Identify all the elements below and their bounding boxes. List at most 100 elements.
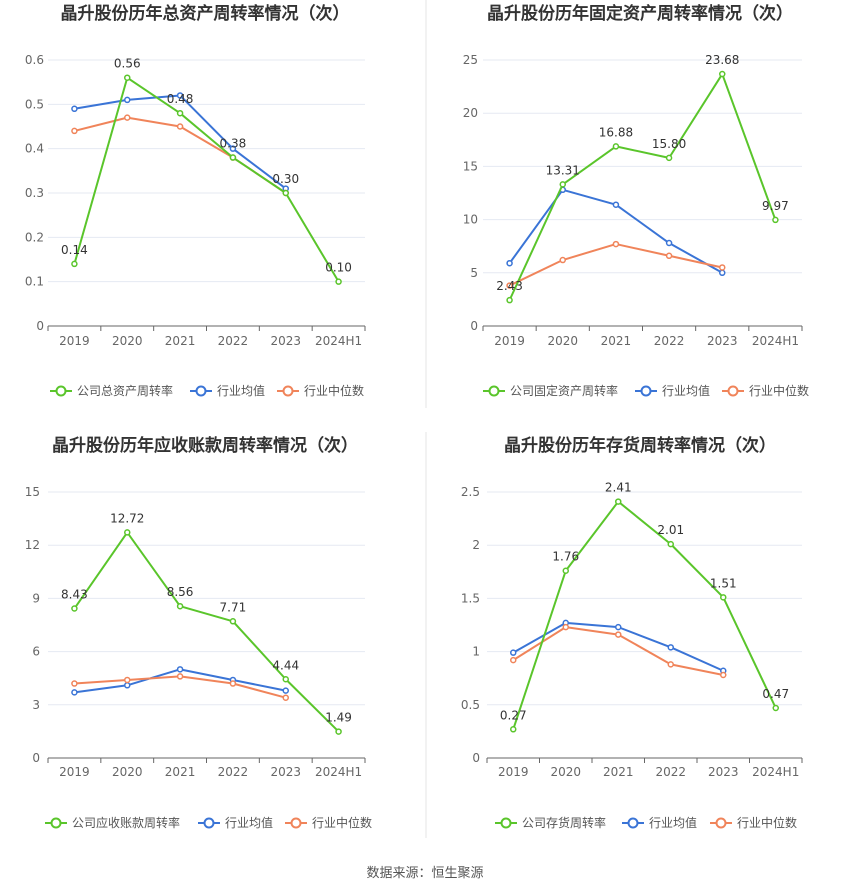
data-label: 0.47 (762, 687, 789, 701)
data-point (616, 632, 621, 637)
y-tick-label: 0 (36, 319, 44, 333)
x-tick-label: 2021 (601, 334, 632, 348)
x-tick-label: 2023 (708, 765, 739, 779)
legend-item-industry-median[interactable]: 行业中位数 (722, 383, 809, 398)
data-point (336, 279, 341, 284)
y-tick-label: 0.1 (25, 275, 44, 289)
data-label: 23.68 (705, 53, 739, 67)
data-point (283, 695, 288, 700)
legend-label: 公司固定资产周转率 (510, 383, 618, 398)
legend-item-industry-median[interactable]: 行业中位数 (710, 815, 797, 830)
x-tick-label: 2019 (59, 765, 90, 779)
data-label: 2.43 (496, 279, 523, 293)
legend-item-industry-average[interactable]: 行业均值 (198, 815, 273, 830)
data-point (511, 727, 516, 732)
legend-label: 行业中位数 (749, 383, 809, 398)
data-point (125, 677, 130, 682)
x-tick-label: 2022 (655, 765, 686, 779)
legend-marker-icon (197, 387, 206, 396)
series-line-company (74, 532, 338, 731)
data-label: 1.49 (325, 711, 352, 725)
legend-item-company[interactable]: 公司总资产周转率 (50, 383, 173, 398)
chart-title: 晶升股份历年固定资产周转率情况（次） (487, 3, 793, 24)
legend-marker-icon (642, 387, 651, 396)
legend-marker-icon (502, 819, 511, 828)
x-tick-label: 2022 (654, 334, 685, 348)
y-tick-label: 0 (470, 319, 478, 333)
data-label: 0.30 (272, 172, 299, 186)
data-point (230, 681, 235, 686)
data-point (773, 217, 778, 222)
y-tick-label: 25 (463, 53, 478, 67)
data-label: 15.80 (652, 137, 686, 151)
x-tick-label: 2023 (270, 765, 301, 779)
data-point (125, 97, 130, 102)
data-point (230, 155, 235, 160)
legend-item-company[interactable]: 公司应收账款周转率 (45, 815, 180, 830)
data-point (667, 241, 672, 246)
chart-panel-4: 晶升股份历年存货周转率情况（次）00.511.522.52019 2020 2021… (461, 435, 802, 830)
data-label: 16.88 (599, 125, 633, 139)
legend-marker-icon (490, 387, 499, 396)
data-label: 8.56 (167, 585, 194, 599)
data-point (178, 667, 183, 672)
legend-label: 行业均值 (649, 815, 697, 830)
legend-item-industry-average[interactable]: 行业均值 (622, 815, 697, 830)
series-line-company (513, 502, 776, 730)
x-tick-label: 2021 (603, 765, 634, 779)
y-tick-label: 1 (472, 645, 480, 659)
y-tick-label: 0.5 (461, 698, 480, 712)
data-label: 0.56 (114, 57, 141, 71)
y-tick-label: 10 (463, 213, 478, 227)
data-point (72, 690, 77, 695)
legend-label: 行业均值 (225, 815, 273, 830)
data-point (668, 542, 673, 547)
data-point (560, 258, 565, 263)
x-tick-label: 2023 (707, 334, 738, 348)
x-tick-label: 2019 (59, 334, 90, 348)
legend-marker-icon (717, 819, 726, 828)
y-tick-label: 0.3 (25, 186, 44, 200)
x-tick-label: 2020 (112, 765, 143, 779)
data-point (720, 270, 725, 275)
y-tick-label: 15 (25, 485, 40, 499)
x-tick-label: 2023 (270, 334, 301, 348)
legend-label: 公司总资产周转率 (77, 383, 173, 398)
data-point (283, 191, 288, 196)
data-point (178, 674, 183, 679)
x-tick-label: 2024H1 (752, 765, 799, 779)
data-label: 4.44 (272, 658, 299, 672)
y-tick-label: 3 (32, 698, 40, 712)
legend-item-industry-median[interactable]: 行业中位数 (277, 383, 364, 398)
x-tick-label: 2020 (112, 334, 143, 348)
y-tick-label: 0 (472, 751, 480, 765)
data-label: 0.38 (220, 137, 247, 151)
legend-item-industry-median[interactable]: 行业中位数 (285, 815, 372, 830)
y-tick-label: 0.5 (25, 97, 44, 111)
data-point (721, 595, 726, 600)
data-point (613, 202, 618, 207)
y-tick-label: 2 (472, 538, 480, 552)
data-label: 2.01 (657, 523, 684, 537)
x-tick-label: 2020 (550, 765, 581, 779)
data-label: 0.48 (167, 92, 194, 106)
data-point (773, 705, 778, 710)
legend-item-industry-average[interactable]: 行业均值 (635, 383, 710, 398)
data-point (563, 625, 568, 630)
data-point (667, 155, 672, 160)
data-label: 0.27 (500, 708, 527, 722)
data-point (72, 681, 77, 686)
data-point (507, 298, 512, 303)
legend-item-company[interactable]: 公司固定资产周转率 (483, 383, 618, 398)
data-point (667, 253, 672, 258)
x-tick-label: 2022 (218, 765, 249, 779)
legend-item-industry-average[interactable]: 行业均值 (190, 383, 265, 398)
legend-label: 行业中位数 (312, 815, 372, 830)
data-point (721, 673, 726, 678)
y-tick-label: 5 (470, 266, 478, 280)
data-label: 8.43 (61, 588, 88, 602)
x-tick-label: 2024H1 (315, 334, 362, 348)
data-point (563, 568, 568, 573)
data-point (178, 604, 183, 609)
legend-item-company[interactable]: 公司存货周转率 (495, 815, 606, 830)
